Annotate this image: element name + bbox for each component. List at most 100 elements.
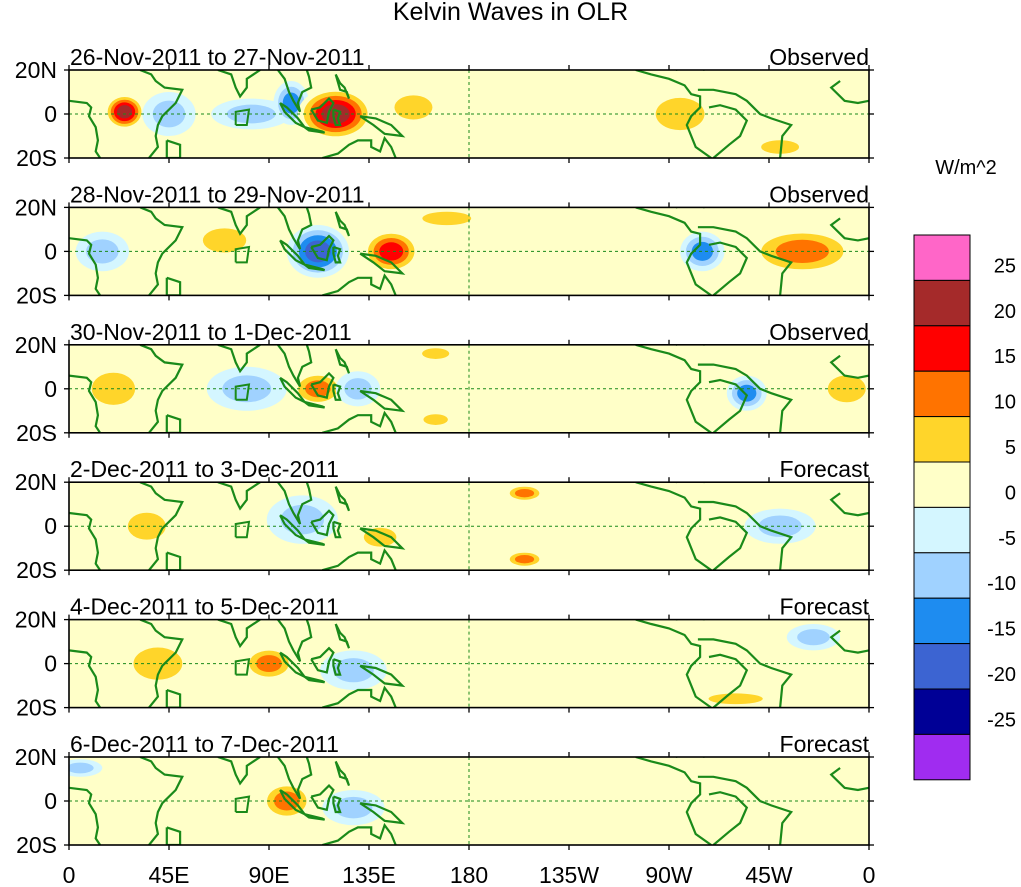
coastline [334, 760, 351, 787]
anomaly-contour [422, 348, 450, 359]
coastline [303, 538, 326, 546]
coastline [359, 802, 406, 825]
x-tick-label: 90W [645, 862, 693, 887]
coastline [217, 482, 261, 511]
anomaly-contour [86, 239, 119, 264]
y-tick-label: 0 [44, 513, 57, 539]
reference-box [234, 520, 251, 539]
coastline [277, 207, 313, 250]
colorbar-swatch [913, 733, 971, 781]
coastline [303, 263, 326, 272]
coastline [217, 619, 261, 649]
colorbar-swatch [913, 506, 971, 554]
panel: 20N 0 20S 4-Dec-2011 to 5-Dec-2011 Forecast [15, 594, 874, 721]
coastline [277, 482, 313, 525]
anomaly-contour [202, 228, 247, 253]
y-tick-label: 0 [44, 376, 57, 402]
panel-period-label: 30-Nov-2011 to 1-Dec-2011 [70, 319, 352, 345]
coastline [708, 104, 749, 158]
colorbar-swatch [913, 461, 971, 508]
coastline [332, 245, 342, 264]
coastline [139, 70, 184, 158]
coastline [277, 70, 313, 113]
reference-box [234, 383, 251, 401]
x-tick-label: 180 [450, 862, 488, 887]
coastline [635, 344, 712, 433]
anomaly-contour [133, 647, 183, 680]
colorbar-units: W/m^2 [935, 157, 997, 179]
coastline [829, 217, 869, 242]
colorbar-label: -15 [987, 619, 1016, 641]
anomaly-field [69, 619, 869, 708]
coastline [334, 348, 351, 374]
coastline [165, 139, 182, 158]
anomaly-field [69, 482, 869, 571]
coastline [303, 126, 326, 134]
coastline [708, 516, 749, 571]
y-tick-label: 20S [16, 695, 57, 721]
coastline [139, 619, 184, 708]
y-tick-label: 0 [44, 788, 57, 814]
y-tick-label: 20N [15, 194, 57, 220]
anomaly-contour [422, 211, 472, 226]
y-tick-label: 20N [15, 744, 57, 770]
figure-title: Kelvin Waves in OLR [392, 0, 629, 26]
panel-kind-label: Forecast [780, 731, 870, 757]
coastline [332, 520, 342, 539]
coastline [829, 354, 869, 379]
colorbar-swatch [913, 643, 971, 690]
colorbar-swatch [913, 279, 971, 327]
anomaly-contour [363, 527, 397, 547]
anomaly-contour [222, 375, 272, 403]
coastline [217, 207, 261, 236]
anomaly-contour [423, 414, 448, 425]
colorbar-label: 0 [1005, 482, 1016, 504]
x-tick-label: 135W [539, 862, 599, 887]
coastline [359, 389, 406, 413]
coastline [322, 548, 397, 571]
coastline [635, 207, 712, 296]
anomaly-contour [127, 512, 166, 540]
coastline [829, 629, 869, 654]
y-tick-label: 20S [16, 145, 57, 171]
coastline [310, 371, 335, 399]
y-tick-label: 20N [15, 607, 57, 633]
y-tick-label: 20S [16, 282, 57, 308]
coastline [303, 675, 326, 684]
coastline [635, 619, 712, 708]
coastline [165, 826, 182, 845]
coastline [69, 237, 102, 296]
anomaly-contour [69, 762, 94, 774]
panel-period-label: 4-Dec-2011 to 5-Dec-2011 [70, 594, 339, 620]
coastline [332, 383, 342, 401]
anomaly-contour [394, 95, 433, 120]
coastline [322, 273, 397, 296]
anomaly-contour [379, 242, 404, 261]
colorbar-swatch [913, 234, 971, 281]
x-tick-label: 45E [149, 862, 190, 887]
coastline [165, 414, 182, 433]
coastline [322, 822, 397, 845]
anomaly-contour [334, 796, 373, 819]
coastline [139, 757, 184, 845]
coastline [69, 511, 102, 571]
panel: 20N 0 20S 6-Dec-2011 to 7-Dec-2011 Forecast [15, 731, 874, 858]
colorbar-label: 25 [994, 255, 1016, 277]
x-tick-label: 0 [63, 862, 76, 887]
coastline [359, 664, 406, 688]
coastline [139, 482, 184, 571]
coastline [708, 378, 749, 433]
coastline [69, 374, 102, 433]
coastline [310, 784, 335, 812]
panel-kind-label: Observed [769, 44, 869, 70]
coastline [332, 658, 342, 676]
y-tick-label: 20N [15, 57, 57, 83]
coastline [334, 211, 351, 237]
panel: 20N 0 20S 2-Dec-2011 to 3-Dec-2011 Forecast [15, 456, 874, 583]
coastline [303, 813, 326, 821]
coastline [708, 241, 749, 296]
coastline [310, 646, 335, 674]
coastline [359, 527, 406, 550]
reference-box [234, 795, 251, 813]
anomaly-contour [708, 693, 763, 705]
